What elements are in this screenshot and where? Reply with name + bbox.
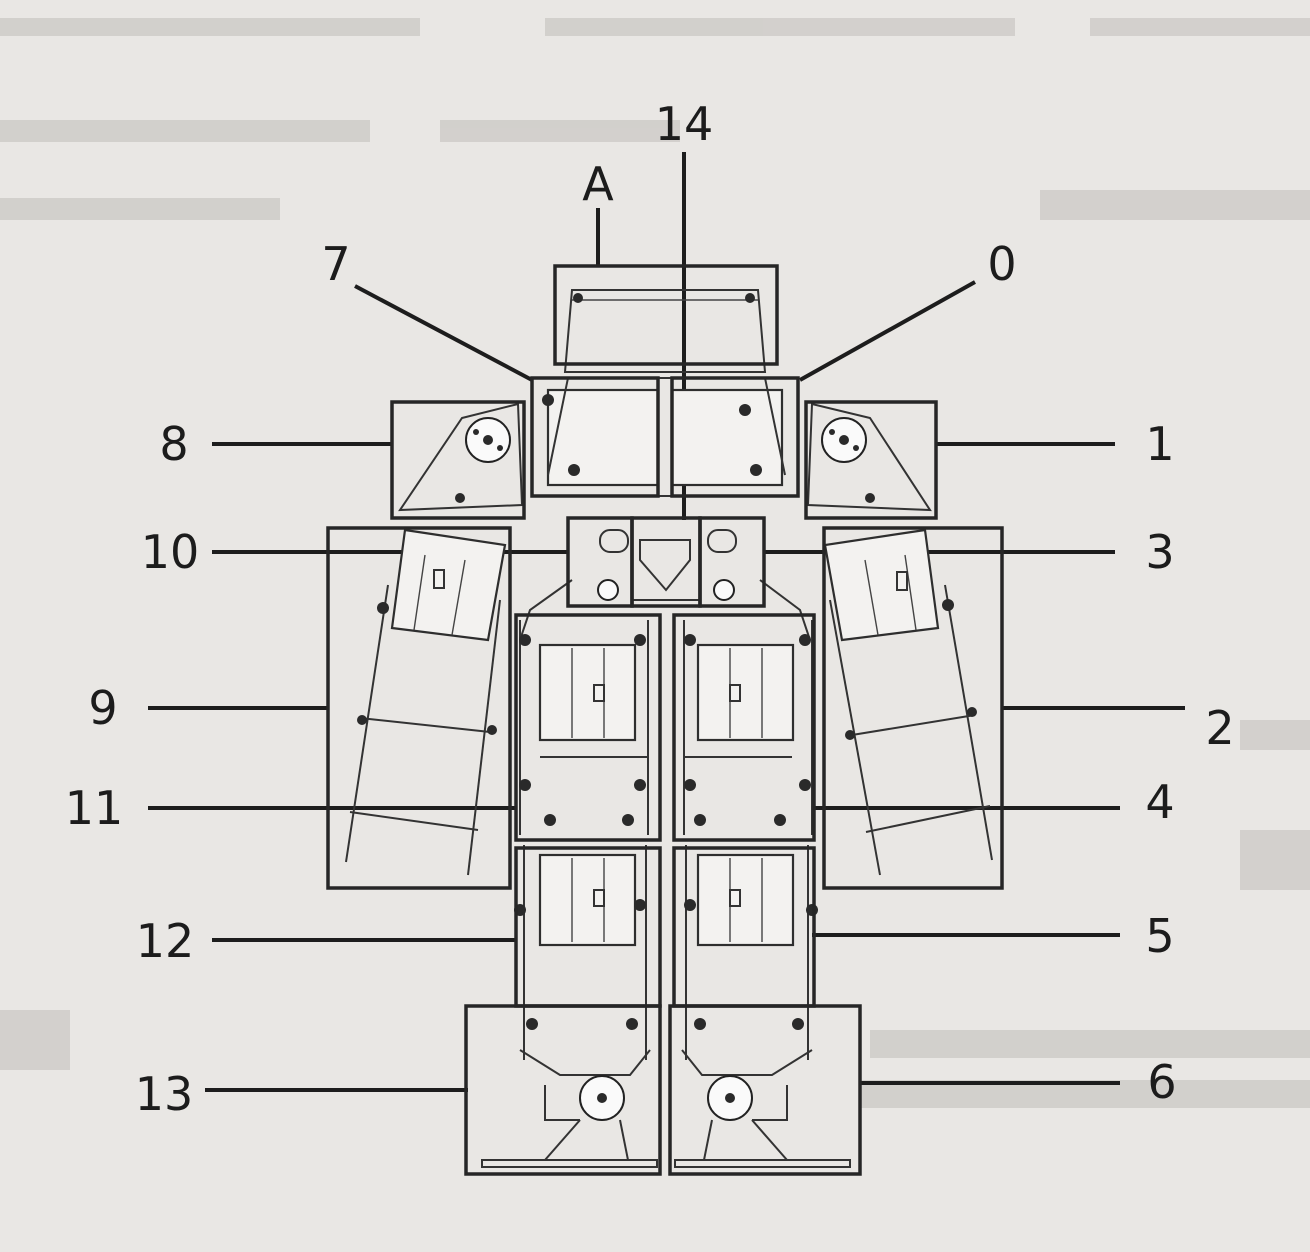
label-7: 7 (321, 237, 350, 291)
label-4: 4 (1145, 775, 1174, 829)
frame-head-A (553, 264, 779, 366)
label-9: 9 (88, 681, 117, 735)
label-12: 12 (136, 914, 195, 968)
label-14: 14 (655, 97, 714, 151)
label-1: 1 (1145, 417, 1174, 471)
frame-11 (514, 613, 662, 842)
label-8: 8 (159, 417, 188, 471)
callout-labels: 14 A 7 0 8 1 10 3 9 2 11 4 12 5 13 6 (65, 97, 1235, 1121)
frame-8 (390, 400, 526, 520)
label-A: A (582, 157, 614, 211)
frame-0 (670, 376, 800, 498)
frame-6 (668, 1004, 862, 1176)
frame-9 (326, 526, 512, 890)
label-0: 0 (987, 237, 1016, 291)
label-3: 3 (1145, 525, 1174, 579)
robot-mechanics (345, 289, 993, 1168)
label-10: 10 (141, 525, 200, 579)
part-frames (326, 264, 1004, 1176)
frame-2 (822, 526, 1004, 890)
frame-13 (464, 1004, 662, 1176)
leader-lines (148, 152, 1185, 1092)
label-5: 5 (1145, 909, 1174, 963)
label-6: 6 (1147, 1055, 1176, 1109)
frame-1 (804, 400, 938, 520)
leader-7 (354, 284, 533, 382)
frame-7 (530, 376, 660, 498)
label-11: 11 (65, 781, 124, 835)
label-13: 13 (135, 1067, 194, 1121)
frame-3 (698, 516, 766, 608)
frame-4 (672, 613, 816, 842)
label-2: 2 (1205, 701, 1234, 755)
leader-0 (799, 280, 976, 382)
